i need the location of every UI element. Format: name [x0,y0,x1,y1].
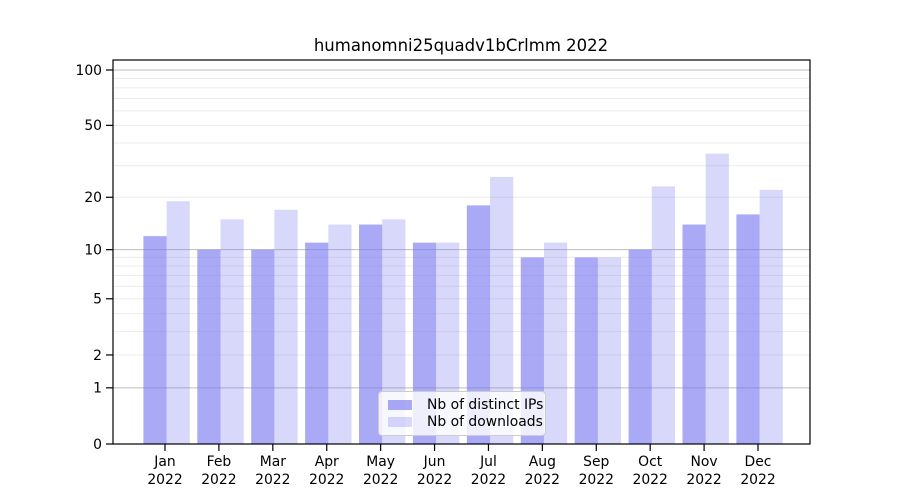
y-tick-label-10: 10 [84,242,102,258]
x-tick-label-year-feb: 2022 [201,472,236,488]
x-tick-label-month-mar: Mar [260,454,286,470]
x-tick-label-year-aug: 2022 [525,472,560,488]
bar-downloads-feb [220,219,244,444]
x-tick-label-month-sep: Sep [583,454,609,470]
bar-ips-sep [574,257,598,444]
bar-ips-jul [466,205,491,444]
bar-ips-feb [197,249,221,444]
bar-ips-nov [682,224,706,444]
bar-ips-apr [305,242,329,444]
x-tick-label-year-may: 2022 [363,472,398,488]
x-tick-label-year-jan: 2022 [147,472,182,488]
y-tick-label-5: 5 [93,292,102,308]
x-tick-label-year-jul: 2022 [471,472,506,488]
x-tick-label-month-aug: Aug [529,454,556,470]
x-tick-label-month-may: May [366,454,395,470]
x-tick-label-month-feb: Feb [207,454,232,470]
x-tick-label-month-dec: Dec [745,454,772,470]
bar-downloads-apr [328,224,352,444]
y-tick-label-50: 50 [84,118,102,134]
x-tick-label-year-sep: 2022 [579,472,614,488]
bar-downloads-sep [597,257,622,444]
x-tick-label-month-oct: Oct [638,454,663,470]
y-tick-label-20: 20 [84,190,102,206]
x-tick-label-year-mar: 2022 [255,472,290,488]
bar-downloads-aug [543,242,568,444]
x-tick-label-month-jan: Jan [153,454,175,470]
tick-labels: 0 1 2 5 10 20 50 100 Jan 2022 Feb 2022 Mar 2022 Apr 202… [75,63,775,488]
legend-label-distinct-ips: Nb of distinct IPs [427,396,544,413]
axes-frame [112,59,811,445]
bar-ips-jan [143,236,167,444]
y-tick-label-1: 1 [93,381,102,397]
bar-downloads-jan [166,201,190,444]
legend-swatch-downloads [388,417,412,428]
tick-marks [106,69,759,451]
x-tick-label-month-apr: Apr [315,454,339,470]
x-tick-label-year-dec: 2022 [740,472,775,488]
bar-downloads-nov [705,153,729,445]
legend-item-distinct-ips: Nb of distinct IPs [388,397,543,413]
x-tick-label-year-apr: 2022 [309,472,344,488]
legend: Nb of distinct IPs Nb of downloads [378,391,546,436]
legend-swatch-distinct-ips [388,399,412,410]
bar-ips-may [359,224,383,444]
legend-label-downloads: Nb of downloads [427,414,543,431]
y-tick-label-0: 0 [93,437,102,453]
bar-ips-dec [736,214,760,444]
y-tick-label-2: 2 [93,348,102,364]
plot-border [112,59,811,445]
x-tick-label-month-nov: Nov [691,454,718,470]
bar-downloads-may [382,219,406,444]
bar-downloads-jul [490,176,514,445]
bar-ips-oct [628,249,652,444]
x-tick-label-year-nov: 2022 [686,472,721,488]
chart-title: humanomni25quadv1bCrlmm 2022 [314,36,608,55]
legend-item-downloads: Nb of downloads [388,414,543,430]
x-tick-label-year-jun: 2022 [417,472,452,488]
minor-gridlines [113,77,810,356]
bar-ips-mar [251,249,275,444]
bar-downloads-mar [274,209,298,444]
x-tick-label-month-jun: Jun [423,454,446,470]
x-tick-label-month-jul: Jul [479,454,497,470]
bar-downloads-dec [759,189,783,444]
y-tick-label-100: 100 [75,63,102,79]
bar-downloads-oct [651,186,675,444]
x-tick-label-year-oct: 2022 [633,472,668,488]
